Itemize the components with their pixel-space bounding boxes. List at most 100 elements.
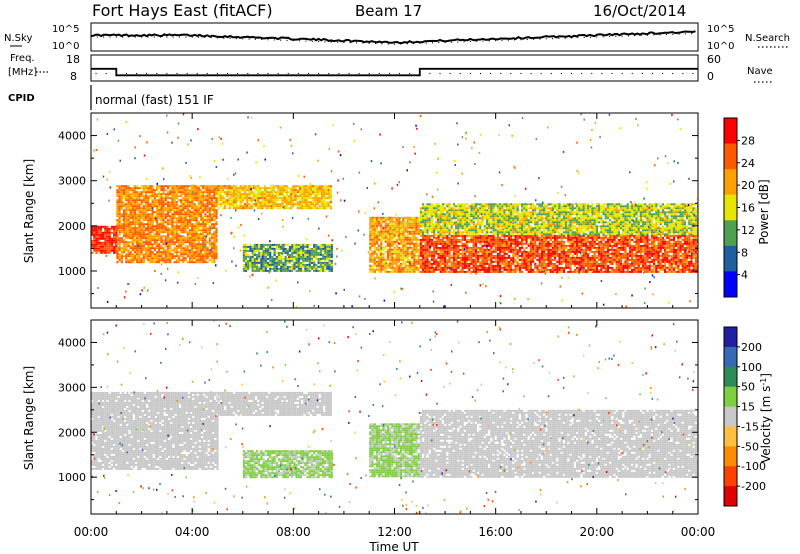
heatmap-cell: [160, 257, 163, 260]
heatmap-cell: [160, 207, 163, 210]
heatmap-cell: [505, 246, 508, 249]
heatmap-cell: [142, 233, 145, 236]
heatmap-cell: [158, 227, 161, 230]
heatmap-cell: [551, 252, 554, 255]
heatmap-cell: [505, 258, 508, 261]
heatmap-cell: [540, 246, 543, 249]
heatmap-cell: [448, 258, 451, 261]
noise-search-dot: [362, 42, 364, 44]
heatmap-cell: [430, 250, 433, 253]
heatmap-cell: [580, 248, 583, 251]
heatmap-cell: [569, 256, 572, 259]
heatmap-cell: [386, 236, 389, 239]
heatmap-cell: [560, 254, 563, 257]
heatmap-cell: [582, 256, 585, 259]
heatmap-cell: [303, 185, 306, 188]
heatmap-cell: [448, 246, 451, 249]
heatmap-cell: [393, 260, 396, 263]
heatmap-cell: [411, 270, 414, 273]
heatmap-cell: [142, 231, 145, 234]
heatmap-cell: [210, 217, 214, 220]
heatmap-cell: [411, 224, 414, 227]
heatmap-cell: [512, 256, 515, 259]
heatmap-cell: [142, 191, 145, 194]
heatmap-cell: [251, 251, 254, 254]
heatmap-cell: [428, 234, 431, 237]
heatmap-cell: [400, 236, 403, 239]
heatmap-cell: [600, 244, 603, 247]
heatmap-cell: [147, 231, 150, 234]
heatmap-cell: [116, 247, 119, 250]
heatmap-cell: [389, 216, 392, 219]
heatmap-cell: [391, 220, 394, 223]
heatmap-cell: [248, 207, 251, 210]
heatmap-cell: [255, 263, 259, 266]
heatmap-cell: [397, 216, 400, 219]
heatmap-cell: [197, 191, 200, 194]
heatmap-cell: [118, 233, 121, 236]
heatmap-cell: [140, 247, 143, 250]
heatmap-cell: [140, 191, 143, 194]
heatmap-cell: [125, 217, 128, 220]
heatmap-cell: [501, 260, 504, 263]
heatmap-cell: [280, 253, 283, 256]
heatmap-cell: [371, 220, 374, 223]
heatmap-cell: [417, 270, 420, 273]
heatmap-cell: [210, 205, 214, 208]
heatmap-cell: [490, 254, 493, 257]
heatmap-cell: [243, 193, 247, 196]
heatmap-cell: [182, 207, 185, 210]
heatmap-cell: [391, 222, 394, 225]
heatmap-cell: [329, 193, 332, 196]
heatmap-cell: [422, 268, 425, 271]
nave-dot: [257, 72, 259, 75]
heatmap-cell: [538, 246, 541, 249]
heatmap-cell: [549, 242, 552, 245]
heatmap-cell: [120, 201, 123, 204]
heatmap-cell: [116, 207, 119, 210]
heatmap-cell: [208, 185, 211, 188]
heatmap-cell: [153, 227, 156, 230]
heatmap-cell: [197, 243, 200, 246]
heatmap-cell: [307, 191, 310, 194]
heatmap-cell: [221, 207, 225, 210]
heatmap-cell: [110, 237, 113, 240]
heatmap-cell: [328, 245, 331, 248]
heatmap-cell: [265, 193, 269, 196]
heatmap-cell: [133, 195, 137, 198]
heatmap-cell: [323, 207, 326, 210]
heatmap-cell: [378, 258, 381, 261]
heatmap-cell: [138, 217, 141, 220]
heatmap-cell: [133, 245, 137, 248]
heatmap-cell: [567, 240, 570, 243]
heatmap-cell: [197, 229, 200, 232]
heatmap-cell: [91, 225, 94, 228]
heatmap-cell: [554, 238, 557, 241]
heatmap-cell: [125, 209, 128, 212]
nave-dot: [307, 72, 310, 75]
heatmap-cell: [131, 189, 134, 192]
nave-dot: [621, 72, 623, 75]
nave-dot: [358, 72, 360, 75]
heatmap-cell: [422, 252, 425, 255]
heatmap-cell: [215, 197, 218, 200]
heatmap-cell: [600, 266, 603, 269]
heatmap-cell: [155, 233, 159, 236]
heatmap-cell: [397, 266, 400, 269]
heatmap-cell: [419, 250, 422, 253]
heatmap-cell: [576, 234, 579, 237]
heatmap-cell: [263, 203, 266, 206]
heatmap-cell: [463, 256, 466, 259]
heatmap-cell: [540, 258, 543, 261]
heatmap-cell: [199, 255, 203, 258]
heatmap-cell: [273, 253, 276, 256]
heatmap-cell: [169, 207, 172, 210]
heatmap-cell: [457, 264, 460, 267]
heatmap-cell: [507, 268, 510, 271]
heatmap-cell: [244, 269, 248, 272]
heatmap-cell: [380, 222, 383, 225]
heatmap-cell: [131, 193, 134, 196]
heatmap-cell: [122, 201, 126, 204]
heatmap-cell: [191, 217, 194, 220]
heatmap-cell: [235, 203, 238, 206]
